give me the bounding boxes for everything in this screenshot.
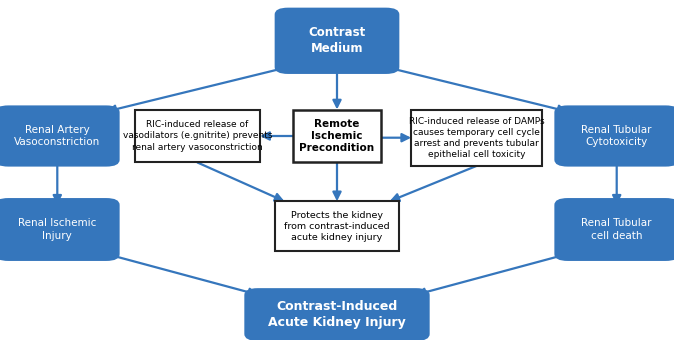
FancyBboxPatch shape: [0, 105, 120, 167]
Text: Renal Ischemic
Injury: Renal Ischemic Injury: [18, 218, 96, 241]
FancyBboxPatch shape: [410, 109, 542, 166]
FancyBboxPatch shape: [275, 201, 399, 251]
Text: Renal Artery
Vasoconstriction: Renal Artery Vasoconstriction: [14, 125, 100, 147]
Text: RIC-induced release of
vasodilators (e.gnitrite) prevents
renal artery vasoconst: RIC-induced release of vasodilators (e.g…: [123, 120, 272, 152]
FancyBboxPatch shape: [554, 105, 674, 167]
FancyBboxPatch shape: [135, 109, 259, 163]
FancyBboxPatch shape: [293, 109, 381, 163]
FancyBboxPatch shape: [0, 198, 120, 261]
Text: Renal Tubular
cell death: Renal Tubular cell death: [582, 218, 652, 241]
Text: Renal Tubular
Cytotoxicity: Renal Tubular Cytotoxicity: [582, 125, 652, 147]
FancyBboxPatch shape: [244, 288, 430, 340]
FancyBboxPatch shape: [275, 7, 399, 74]
Text: Contrast
Medium: Contrast Medium: [309, 26, 365, 55]
Text: Contrast-Induced
Acute Kidney Injury: Contrast-Induced Acute Kidney Injury: [268, 300, 406, 329]
FancyBboxPatch shape: [554, 198, 674, 261]
Text: Remote
Ischemic
Precondition: Remote Ischemic Precondition: [299, 119, 375, 153]
Text: RIC-induced release of DAMPs
causes temporary cell cycle
arrest and prevents tub: RIC-induced release of DAMPs causes temp…: [408, 117, 545, 159]
Text: Protects the kidney
from contrast-induced
acute kidney injury: Protects the kidney from contrast-induce…: [284, 210, 390, 242]
